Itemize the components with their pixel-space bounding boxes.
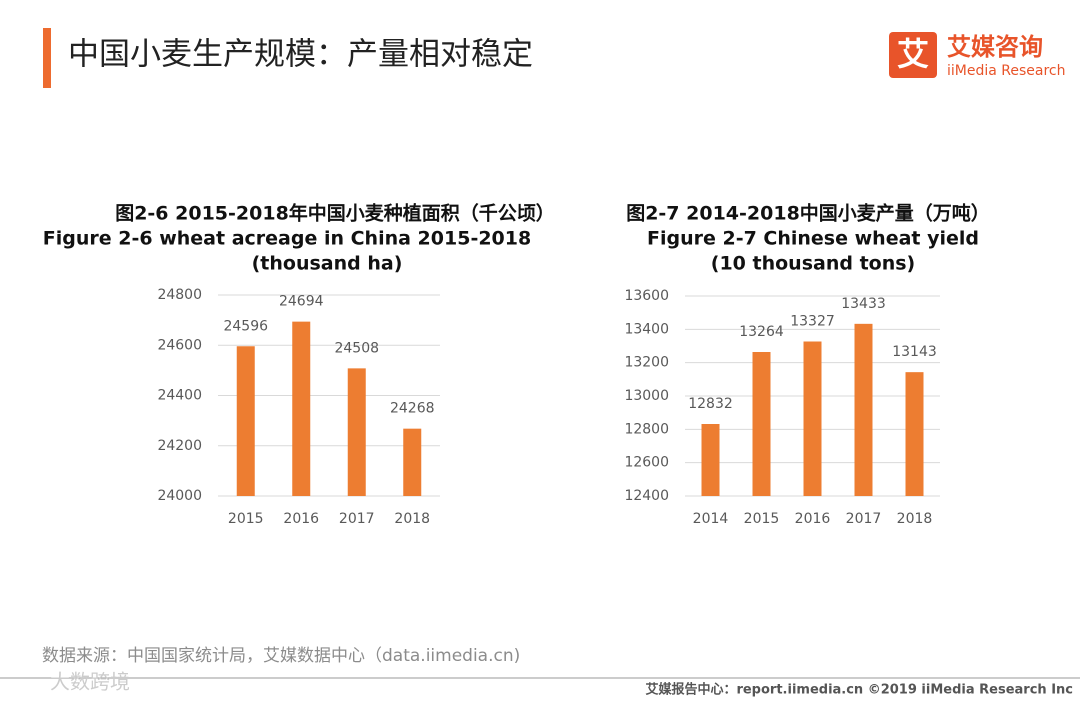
y-tick-label: 13400 [624,321,669,337]
y-tick-label: 13000 [624,388,669,404]
y-tick-label: 12800 [624,421,669,437]
y-tick-label: 24600 [157,337,202,353]
y-tick-label: 24200 [157,438,202,454]
data-label: 13327 [790,314,835,330]
chart-title: 图2-7 2014-2018中国小麦产量（万吨） [626,202,990,225]
y-tick-label: 13200 [624,355,669,371]
data-label: 13143 [892,344,937,360]
chart-title: 图2-6 2015-2018年中国小麦种植面积（千公顷） [115,202,555,225]
data-label: 13433 [841,296,886,312]
y-tick-label: 24000 [157,488,202,504]
x-tick-label: 2015 [744,511,780,527]
bar [292,321,311,496]
data-label: 12832 [688,396,733,412]
footer: 艾媒报告中心：report.iimedia.cn ©2019 iiMedia R… [645,682,1073,698]
data-label: 24508 [334,340,379,356]
x-tick-label: 2018 [897,511,933,527]
source: 数据来源：中国国家统计局，艾媒数据中心（data.iimedia.cn) [42,646,520,666]
bar [347,368,366,496]
data-label: 24268 [390,401,435,417]
chart-title: (10 thousand tons) [711,253,915,275]
bar [403,428,422,496]
logo-mark: 艾 [897,35,929,73]
bar [854,323,873,496]
data-label: 24694 [279,294,324,310]
page-title: 中国小麦生产规模：产量相对稳定 [68,37,533,73]
chart-title: (thousand ha) [252,253,403,275]
x-tick-label: 2014 [693,511,729,527]
y-tick-label: 24400 [157,388,202,404]
x-tick-label: 2016 [795,511,831,527]
y-tick-label: 12400 [624,488,669,504]
x-tick-label: 2017 [846,511,882,527]
y-tick-label: 24800 [157,287,202,303]
accent-bar [43,28,51,88]
watermark: 大数跨境 [50,670,130,694]
x-tick-label: 2017 [339,511,375,527]
y-tick-label: 13600 [624,288,669,304]
data-label: 13264 [739,324,784,340]
y-tick-label: 12600 [624,455,669,471]
bar [803,341,822,496]
chart-title: Figure 2-7 Chinese wheat yield [647,228,979,250]
x-tick-label: 2018 [394,511,430,527]
data-label: 24596 [223,318,268,334]
logo-name: 艾媒咨询 [947,33,1043,61]
bar [752,352,771,496]
chart-title: Figure 2-6 wheat acreage in China 2015-2… [43,228,531,250]
x-tick-label: 2016 [283,511,319,527]
bar [905,372,924,496]
logo-box [889,32,937,78]
bar [236,346,255,496]
bar [701,424,720,496]
logo-sub: iiMedia Research [947,63,1066,79]
x-tick-label: 2015 [228,511,264,527]
